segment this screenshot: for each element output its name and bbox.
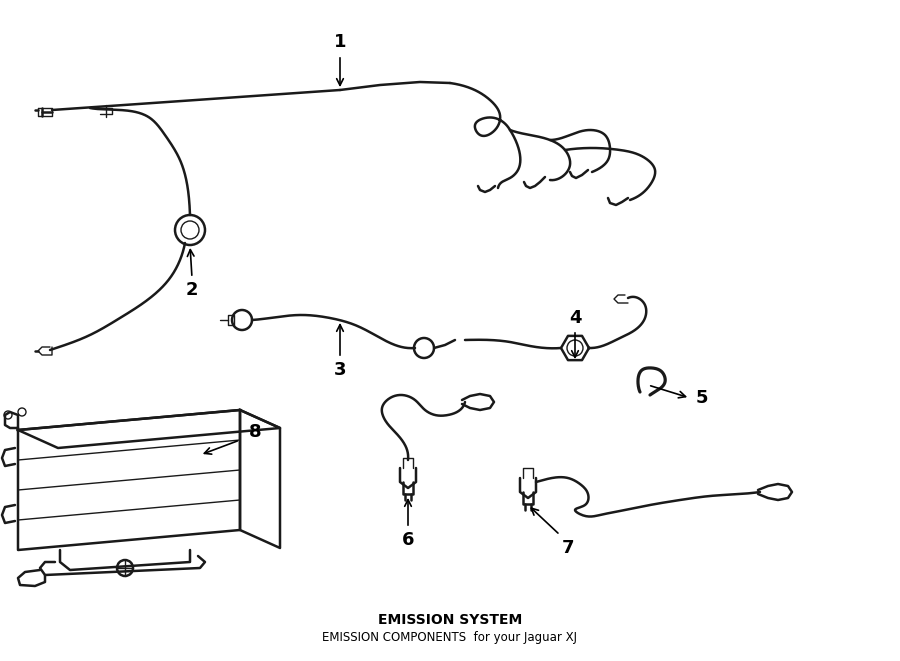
Text: 4: 4 xyxy=(569,309,581,327)
Text: EMISSION SYSTEM: EMISSION SYSTEM xyxy=(378,613,522,627)
Text: 8: 8 xyxy=(248,423,261,441)
Text: 5: 5 xyxy=(696,389,708,407)
Text: EMISSION COMPONENTS  for your Jaguar XJ: EMISSION COMPONENTS for your Jaguar XJ xyxy=(322,631,578,644)
Text: 3: 3 xyxy=(334,361,346,379)
Text: 2: 2 xyxy=(185,281,198,299)
Text: 7: 7 xyxy=(562,539,574,557)
Text: 6: 6 xyxy=(401,531,414,549)
Text: 1: 1 xyxy=(334,33,346,51)
